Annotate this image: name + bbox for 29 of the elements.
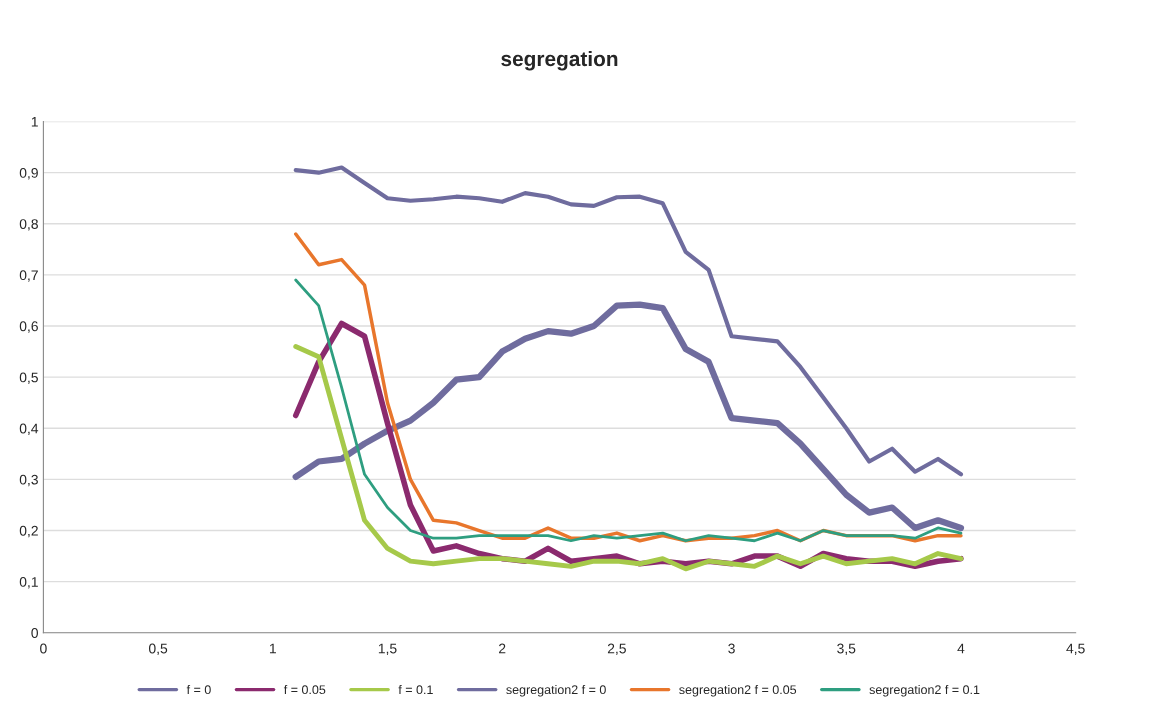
- x-tick-label: 3: [728, 643, 735, 654]
- x-tick-label: 1: [269, 643, 276, 654]
- legend-label: f = 0.05: [283, 684, 326, 695]
- y-tick-label: 0,8: [19, 219, 38, 231]
- y-tick-label: 0,2: [19, 525, 38, 538]
- y-tick-label: 0,6: [19, 321, 38, 333]
- legend-label: f = 0.1: [398, 684, 433, 695]
- legend-label: segregation2 f = 0: [506, 684, 606, 697]
- x-tick-label: 4: [957, 643, 965, 654]
- legend-label: segregation2 f = 0.1: [869, 684, 980, 697]
- x-tick-label: 3,5: [837, 643, 856, 656]
- x-tick-label: 2: [499, 643, 506, 654]
- y-tick-label: 0,1: [19, 576, 38, 589]
- legend-label: f = 0: [186, 684, 211, 695]
- y-tick-label: 0,5: [19, 372, 38, 384]
- line-series: [293, 165, 964, 477]
- legend-label: segregation2 f = 0.05: [679, 684, 797, 697]
- x-tick-label: 0: [40, 643, 47, 654]
- y-tick-label: 0,9: [19, 168, 38, 180]
- y-tick-label: 0,3: [19, 474, 38, 487]
- y-tick-label: 0: [31, 628, 38, 638]
- y-tick-label: 0,7: [19, 270, 38, 282]
- y-tick-label: 1: [31, 117, 38, 127]
- x-tick-label: 2,5: [607, 643, 626, 656]
- chart-title: segregation: [501, 50, 618, 71]
- y-tick-label: 0,4: [19, 423, 39, 436]
- x-tick-label: 4,5: [1066, 643, 1085, 656]
- x-tick-label: 1,5: [378, 643, 397, 656]
- x-tick-label: 0,5: [148, 643, 168, 656]
